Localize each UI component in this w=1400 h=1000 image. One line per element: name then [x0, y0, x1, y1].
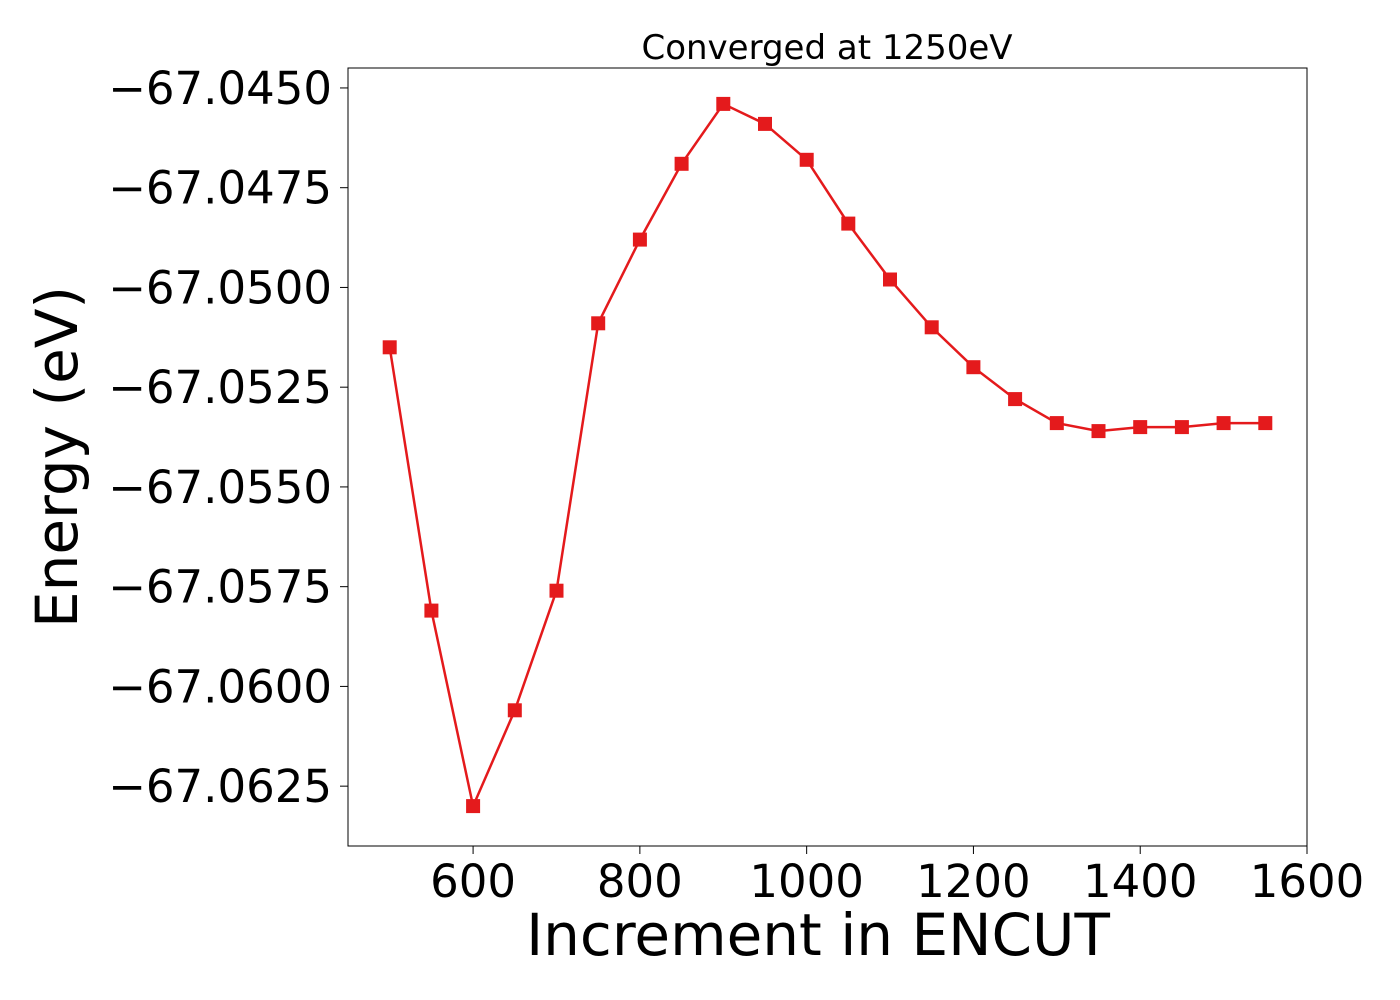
y-tick-label: −67.0600 [108, 660, 332, 713]
series-line [388, 102, 1266, 811]
y-axis-ticks: −67.0625 −67.0600 −67.0575 −67.0550 −67.0525… [108, 62, 348, 813]
x-axis-label: Increment in ENCUT [526, 901, 1110, 969]
data-point-marker [1049, 416, 1064, 431]
plot-frame [347, 67, 1308, 847]
y-axis-label: Energy (eV) [23, 286, 91, 628]
data-point-marker [424, 603, 439, 618]
data-point-marker [632, 232, 647, 247]
x-tick-label: 1400 [1083, 855, 1198, 908]
data-point-marker [1174, 420, 1189, 435]
data-point-marker [549, 583, 564, 598]
data-point-marker [1216, 416, 1231, 431]
y-tick-label: −67.0550 [108, 461, 332, 514]
data-point-marker [674, 156, 689, 171]
data-point-marker [799, 152, 814, 167]
data-point-marker [758, 116, 772, 131]
x-tick-label: 1200 [916, 855, 1031, 908]
y-tick-label: −67.0475 [108, 162, 332, 215]
data-point-marker [924, 320, 939, 335]
data-point-marker [883, 272, 897, 287]
x-tick-label: 1000 [749, 855, 864, 908]
data-point-marker [1091, 424, 1106, 439]
y-tick-label: −67.0500 [108, 261, 332, 314]
x-tick-label: 1600 [1250, 855, 1365, 908]
x-tick-label: 600 [430, 855, 516, 908]
y-tick-label: −67.0525 [108, 361, 332, 414]
x-axis-ticks: 600 800 1000 1200 1400 1600 [430, 846, 1364, 908]
data-point-marker [716, 96, 731, 111]
data-point-marker [841, 216, 856, 231]
data-point-marker [382, 340, 397, 355]
chart-title: Converged at 1250eV [641, 28, 1012, 68]
data-point-marker [507, 703, 522, 718]
data-point-marker [591, 316, 606, 331]
data-point-marker [966, 360, 981, 375]
y-tick-label: −67.0575 [108, 561, 332, 614]
data-point-marker [1133, 420, 1148, 435]
data-point-marker [1008, 392, 1023, 407]
series-layer [382, 96, 1273, 814]
x-tick-label: 800 [597, 855, 683, 908]
y-tick-label: −67.0450 [108, 62, 332, 115]
y-tick-label: −67.0625 [108, 760, 332, 813]
data-point-marker [1258, 416, 1273, 431]
data-point-marker [466, 799, 481, 814]
